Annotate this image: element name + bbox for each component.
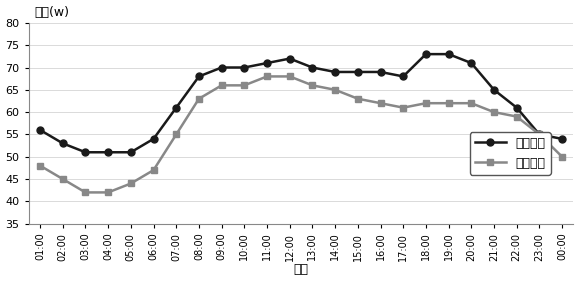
Text: 负载(w): 负载(w) — [34, 6, 69, 19]
冬季用电 — [82, 191, 89, 194]
夏季用电 — [218, 66, 225, 69]
夏季用电 — [82, 151, 89, 154]
夏季用电 — [559, 137, 566, 140]
X-axis label: 时间: 时间 — [294, 263, 309, 276]
冬季用电 — [332, 88, 339, 91]
夏季用电 — [127, 151, 134, 154]
冬季用电 — [354, 97, 361, 100]
夏季用电 — [150, 137, 157, 140]
夏季用电 — [286, 57, 293, 60]
冬季用电 — [559, 155, 566, 158]
Line: 冬季用电: 冬季用电 — [36, 73, 566, 196]
夏季用电 — [36, 128, 43, 132]
冬季用电 — [286, 75, 293, 78]
冬季用电 — [400, 106, 406, 109]
夏季用电 — [377, 70, 384, 74]
夏季用电 — [332, 70, 339, 74]
冬季用电 — [196, 97, 203, 100]
夏季用电 — [173, 106, 179, 109]
夏季用电 — [309, 66, 316, 69]
冬季用电 — [59, 177, 66, 181]
夏季用电 — [423, 52, 430, 56]
夏季用电 — [59, 142, 66, 145]
夏季用电 — [354, 70, 361, 74]
冬季用电 — [105, 191, 112, 194]
冬季用电 — [241, 84, 248, 87]
冬季用电 — [127, 182, 134, 185]
冬季用电 — [150, 168, 157, 172]
冬季用电 — [309, 84, 316, 87]
冬季用电 — [173, 133, 179, 136]
冬季用电 — [423, 102, 430, 105]
Line: 夏季用电: 夏季用电 — [36, 51, 566, 156]
夏季用电 — [490, 88, 497, 91]
冬季用电 — [218, 84, 225, 87]
冬季用电 — [36, 164, 43, 167]
夏季用电 — [196, 75, 203, 78]
Legend: 夏季用电, 冬季用电: 夏季用电, 冬季用电 — [470, 132, 551, 175]
冬季用电 — [445, 102, 452, 105]
冬季用电 — [490, 111, 497, 114]
冬季用电 — [513, 115, 520, 118]
夏季用电 — [105, 151, 112, 154]
冬季用电 — [536, 133, 543, 136]
夏季用电 — [445, 52, 452, 56]
冬季用电 — [468, 102, 475, 105]
夏季用电 — [400, 75, 406, 78]
夏季用电 — [241, 66, 248, 69]
夏季用电 — [468, 61, 475, 65]
夏季用电 — [513, 106, 520, 109]
冬季用电 — [377, 102, 384, 105]
夏季用电 — [536, 133, 543, 136]
冬季用电 — [263, 75, 270, 78]
夏季用电 — [263, 61, 270, 65]
